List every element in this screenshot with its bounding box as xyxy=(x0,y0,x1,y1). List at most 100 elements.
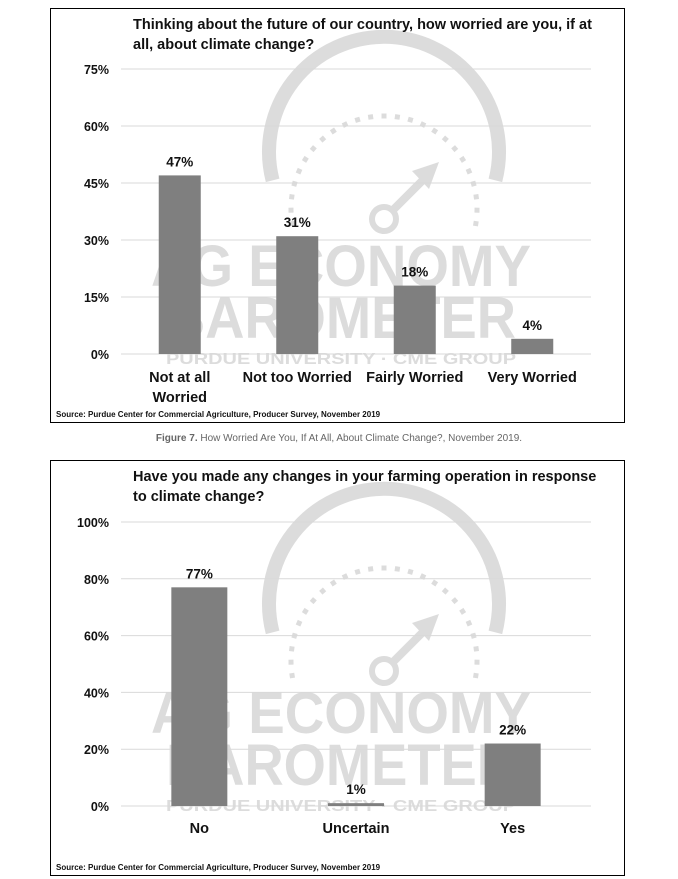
y-tick-label: 45% xyxy=(84,177,109,191)
watermark-tick xyxy=(465,619,473,627)
y-tick-label: 15% xyxy=(84,291,109,305)
watermark-tick xyxy=(394,114,401,120)
bar xyxy=(158,175,201,354)
watermark-tick xyxy=(470,180,477,187)
watermark-tick xyxy=(472,672,479,679)
category-label: Very Worried xyxy=(488,370,577,386)
watermark-tick xyxy=(288,646,295,652)
watermark-needle-tip xyxy=(412,614,439,641)
watermark-tick xyxy=(474,659,480,665)
chart-source: Source: Purdue Center for Commercial Agr… xyxy=(56,863,381,872)
caption-label: Figure 7. xyxy=(155,433,198,444)
watermark-tick xyxy=(419,573,427,580)
bar-chart-worry: 0% 15% 30% 45% 60% 75% 47% Not at all Worried 31%… xyxy=(84,63,591,406)
data-label: 18% xyxy=(401,265,428,280)
bar xyxy=(171,587,228,806)
watermark-tick xyxy=(474,207,480,213)
watermark-tick xyxy=(441,135,449,143)
watermark-line3: PURDUE UNIVERSITY · CME GROUP xyxy=(166,351,516,368)
data-label: 4% xyxy=(522,318,542,333)
watermark-tick xyxy=(319,587,327,595)
watermark-tick xyxy=(465,167,473,175)
watermark-tick xyxy=(459,155,467,163)
watermark-tick xyxy=(288,194,295,200)
y-tick-label: 40% xyxy=(84,686,109,700)
watermark-tick xyxy=(354,116,361,123)
watermark-tick xyxy=(288,207,294,213)
y-tick-label: 60% xyxy=(84,630,109,644)
watermark-tick xyxy=(329,579,337,587)
watermark-line1: AG ECONOMY xyxy=(151,234,531,299)
data-label: 31% xyxy=(284,215,311,230)
y-tick-label: 0% xyxy=(91,800,109,814)
watermark-needle-hub xyxy=(369,204,399,234)
category-label: Not at all xyxy=(149,370,210,386)
category-label: Fairly Worried xyxy=(366,370,463,386)
data-label: 77% xyxy=(186,566,213,581)
watermark-tick xyxy=(451,145,459,153)
watermark-tick xyxy=(295,619,303,627)
chart-panel-worry: AG ECONOMY BAROMETER PURDUE UNIVERSITY · C… xyxy=(50,8,625,423)
chart-source: Source: Purdue Center for Commercial Agr… xyxy=(56,410,381,419)
watermark-tick xyxy=(441,587,449,595)
chart-title: Have you made any changes in your farmin… xyxy=(133,469,597,505)
watermark-tick xyxy=(472,220,479,227)
watermark-tick xyxy=(451,597,459,605)
watermark-tick xyxy=(289,220,296,227)
watermark-tick xyxy=(309,597,317,605)
y-tick-label: 30% xyxy=(84,234,109,248)
y-tick-label: 100% xyxy=(77,516,109,530)
data-label: 1% xyxy=(346,782,366,797)
watermark-tick xyxy=(301,607,309,615)
category-label: No xyxy=(190,821,209,837)
watermark-tick xyxy=(309,145,317,153)
bar xyxy=(276,236,319,354)
watermark-tick xyxy=(381,113,387,119)
y-tick-label: 0% xyxy=(91,348,109,362)
watermark-tick xyxy=(329,127,337,135)
watermark-tick xyxy=(288,659,294,665)
watermark-tick xyxy=(407,116,414,123)
watermark-gauge-arc xyxy=(262,29,506,183)
watermark-tick xyxy=(394,566,401,572)
watermark-tick xyxy=(367,114,374,120)
bar xyxy=(393,285,436,354)
watermark-tick xyxy=(431,127,439,135)
watermark-tick xyxy=(381,565,387,571)
caption-text: How Worried Are You, If At All, About Cl… xyxy=(197,433,523,444)
y-tick-label: 80% xyxy=(84,573,109,587)
watermark-tick xyxy=(289,672,296,679)
watermark-needle-tip xyxy=(412,162,439,189)
data-label: 47% xyxy=(166,154,193,169)
figure-caption: Figure 7. How Worried Are You, If At All… xyxy=(0,433,678,444)
watermark-gauge-arc xyxy=(262,481,506,635)
watermark-tick xyxy=(431,579,439,587)
bar xyxy=(511,338,554,354)
watermark-tick xyxy=(291,180,298,187)
watermark-tick xyxy=(301,155,309,163)
bar xyxy=(484,743,541,806)
category-label: Uncertain xyxy=(323,821,390,837)
y-tick-label: 20% xyxy=(84,743,109,757)
watermark-tick xyxy=(473,646,480,652)
watermark-tick xyxy=(459,607,467,615)
watermark-tick xyxy=(319,135,327,143)
watermark-tick xyxy=(341,573,349,580)
category-label: Not too Worried xyxy=(243,370,352,386)
watermark-tick xyxy=(473,194,480,200)
y-tick-label: 60% xyxy=(84,120,109,134)
y-tick-label: 75% xyxy=(84,63,109,77)
data-label: 22% xyxy=(499,723,526,738)
watermark-tick xyxy=(354,568,361,575)
watermark-needle-hub xyxy=(369,656,399,686)
watermark-tick xyxy=(407,568,414,575)
chart-title: Thinking about the future of our country… xyxy=(133,17,592,53)
watermark-tick xyxy=(295,167,303,175)
watermark-tick xyxy=(367,566,374,572)
bar xyxy=(328,803,384,806)
category-label: Worried xyxy=(152,390,207,406)
bar-chart-changes: 0% 20% 40% 60% 80% 100% 77% No 1% Uncertain 22% Yes xyxy=(77,516,591,837)
watermark-needle xyxy=(389,626,429,666)
category-label: Yes xyxy=(500,821,525,837)
